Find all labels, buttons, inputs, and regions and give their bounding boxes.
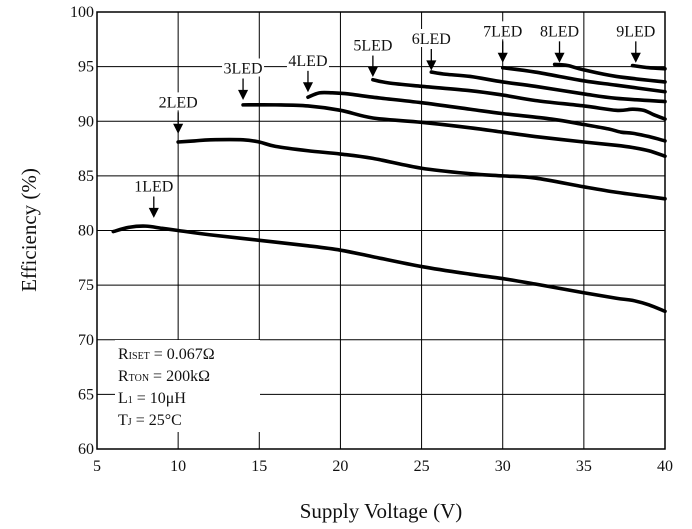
series-label-6LED: 6LED — [412, 31, 451, 48]
x-axis-label: Supply Voltage (V) — [300, 499, 463, 523]
x-tick-label: 35 — [576, 458, 592, 475]
label-background — [351, 35, 394, 54]
label-arrowhead — [238, 89, 249, 100]
y-tick-label: 60 — [78, 441, 94, 458]
label-background — [481, 21, 524, 40]
series-label-4LED: 4LED — [288, 53, 327, 70]
x-tick-label: 15 — [251, 458, 267, 475]
series-labels: 1LED 2LED 3LED 4LED 5LED 6LED 7LED 8LED 9LED — [132, 21, 657, 218]
label-arrowhead — [554, 52, 565, 63]
condition-line: TJ = 25°C — [118, 412, 182, 429]
condition-line: RTON = 200kΩ — [118, 368, 210, 385]
x-tick-label: 30 — [495, 458, 511, 475]
plot-frame — [96, 11, 666, 450]
label-arrowhead — [497, 52, 508, 63]
series-label-8LED: 8LED — [540, 23, 579, 40]
series-curve-2LED — [176, 137, 667, 201]
series-label-5LED: 5LED — [353, 38, 392, 55]
x-tick-label: 5 — [93, 458, 101, 475]
series-label-7LED: 7LED — [483, 23, 522, 40]
series-curve-8LED — [552, 62, 667, 84]
label-background — [410, 28, 453, 47]
label-background — [132, 176, 175, 195]
label-background — [157, 92, 200, 111]
series-curve-4LED — [306, 90, 667, 143]
y-tick-label: 70 — [78, 332, 94, 349]
condition-line: L1 = 10μH — [118, 390, 186, 407]
label-arrowhead — [426, 60, 437, 71]
label-arrowhead — [630, 52, 641, 63]
series-curve-3LED — [241, 102, 667, 159]
tick-labels: 5 10 15 20 25 30 35 40 60 65 70 75 80 85 90 95 100 — [70, 4, 673, 475]
x-tick-label: 20 — [332, 458, 348, 475]
y-tick-label: 100 — [70, 4, 94, 21]
x-tick-label: 40 — [657, 458, 673, 475]
series-label-1LED: 1LED — [134, 178, 173, 195]
label-background — [614, 21, 657, 40]
label-arrowhead — [302, 82, 314, 93]
series-curve-7LED — [500, 65, 667, 94]
y-tick-label: 80 — [78, 223, 94, 240]
series-curve-6LED — [429, 70, 667, 104]
x-tick-label: 25 — [414, 458, 430, 475]
y-tick-label: 85 — [78, 168, 94, 185]
label-arrowhead — [173, 123, 184, 134]
y-tick-label: 75 — [78, 277, 94, 294]
y-tick-label: 95 — [78, 59, 94, 76]
label-background — [222, 58, 265, 77]
series-label-3LED: 3LED — [224, 60, 263, 77]
series-label-9LED: 9LED — [616, 23, 655, 40]
conditions-box: RISET = 0.067Ω RTON = 200kΩ L1 = 10μH TJ = … — [115, 340, 260, 432]
y-tick-label: 90 — [78, 113, 94, 130]
condition-line: RISET = 0.067Ω — [118, 346, 215, 363]
label-arrowhead — [148, 207, 159, 218]
series-curve-1LED — [111, 224, 667, 314]
label-arrowhead — [367, 66, 378, 78]
y-tick-label: 65 — [78, 386, 94, 403]
series-curve-5LED — [371, 77, 667, 121]
series-label-2LED: 2LED — [159, 94, 198, 111]
x-tick-label: 10 — [170, 458, 186, 475]
series-curve-9LED — [630, 63, 667, 71]
label-background — [538, 21, 581, 40]
curves — [111, 62, 667, 314]
label-background — [286, 50, 329, 69]
y-axis-label: Efficiency (%) — [17, 168, 41, 292]
